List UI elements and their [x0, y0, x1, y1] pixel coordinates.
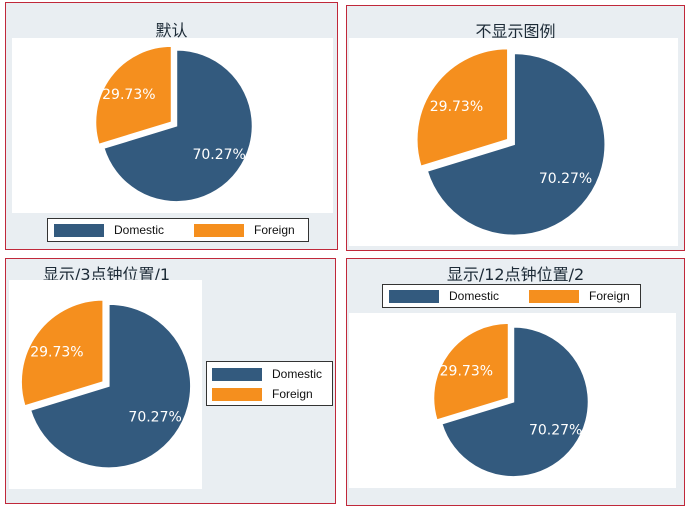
pie-slice-domestic	[102, 49, 254, 203]
pie-slice-foreign	[416, 47, 509, 168]
chart-legend: Domestic Foreign	[47, 218, 309, 242]
legend-item-foreign: Foreign	[529, 289, 630, 303]
pie-slice-foreign	[94, 45, 173, 146]
pie-slice-domestic	[440, 326, 590, 478]
slice-value-label: 70.27%	[529, 422, 582, 438]
slice-value-label: 29.73%	[430, 99, 483, 115]
legend-swatch-domestic	[389, 289, 439, 303]
legend-label: Foreign	[254, 223, 295, 237]
chart-title: 默认	[155, 21, 188, 40]
slice-value-label: 29.73%	[30, 345, 83, 361]
chart-panel-legend-right: 显示/3点钟位置/1 70.27% 29.73% Domestic Foreign	[5, 258, 336, 504]
slice-value-label: 70.27%	[128, 409, 181, 425]
chart-legend: Domestic Foreign	[206, 361, 333, 406]
legend-item-foreign: Foreign	[194, 223, 295, 237]
legend-swatch-foreign	[194, 223, 244, 237]
legend-label: Foreign	[272, 387, 313, 401]
pie-slice-foreign	[432, 322, 510, 422]
chart-panel-no-legend: 不显示图例 70.27% 29.73%	[346, 5, 685, 251]
slice-value-label: 70.27%	[539, 171, 592, 187]
legend-item-domestic: Domestic	[54, 223, 164, 237]
chart-title: 显示/3点钟位置/1	[42, 265, 171, 284]
legend-swatch-foreign	[212, 387, 262, 401]
slice-value-label: 29.73%	[102, 87, 155, 103]
legend-swatch-domestic	[212, 367, 262, 381]
pie-slice-domestic	[29, 303, 192, 469]
pie-slice-domestic	[426, 52, 606, 237]
legend-label: Foreign	[589, 289, 630, 303]
legend-item-foreign: Foreign	[212, 387, 313, 401]
chart-panel-legend-top: 显示/12点钟位置/2 Domestic Foreign 70.27% 29.73…	[346, 258, 685, 506]
pie-chart: 70.27% 29.73%	[20, 299, 192, 469]
legend-item-domestic: Domestic	[389, 289, 499, 303]
pie-chart: 70.27% 29.73%	[432, 322, 590, 478]
legend-item-domestic: Domestic	[212, 367, 322, 381]
slice-value-label: 29.73%	[440, 364, 493, 380]
legend-label: Domestic	[114, 223, 165, 237]
legend-label: Domestic	[272, 367, 323, 381]
chart-panel-default: 默认 70.27% 29.73% Domestic Foreign	[5, 2, 338, 250]
legend-swatch-foreign	[529, 289, 579, 303]
legend-swatch-domestic	[54, 223, 104, 237]
pie-slice-foreign	[20, 299, 104, 407]
chart-legend: Domestic Foreign	[382, 284, 641, 308]
pie-chart: 70.27% 29.73%	[416, 47, 606, 237]
chart-title: 不显示图例	[475, 22, 556, 41]
slice-value-label: 70.27%	[192, 147, 245, 163]
legend-label: Domestic	[449, 289, 500, 303]
pie-chart: 70.27% 29.73%	[94, 45, 254, 203]
chart-title: 显示/12点钟位置/2	[446, 265, 585, 284]
